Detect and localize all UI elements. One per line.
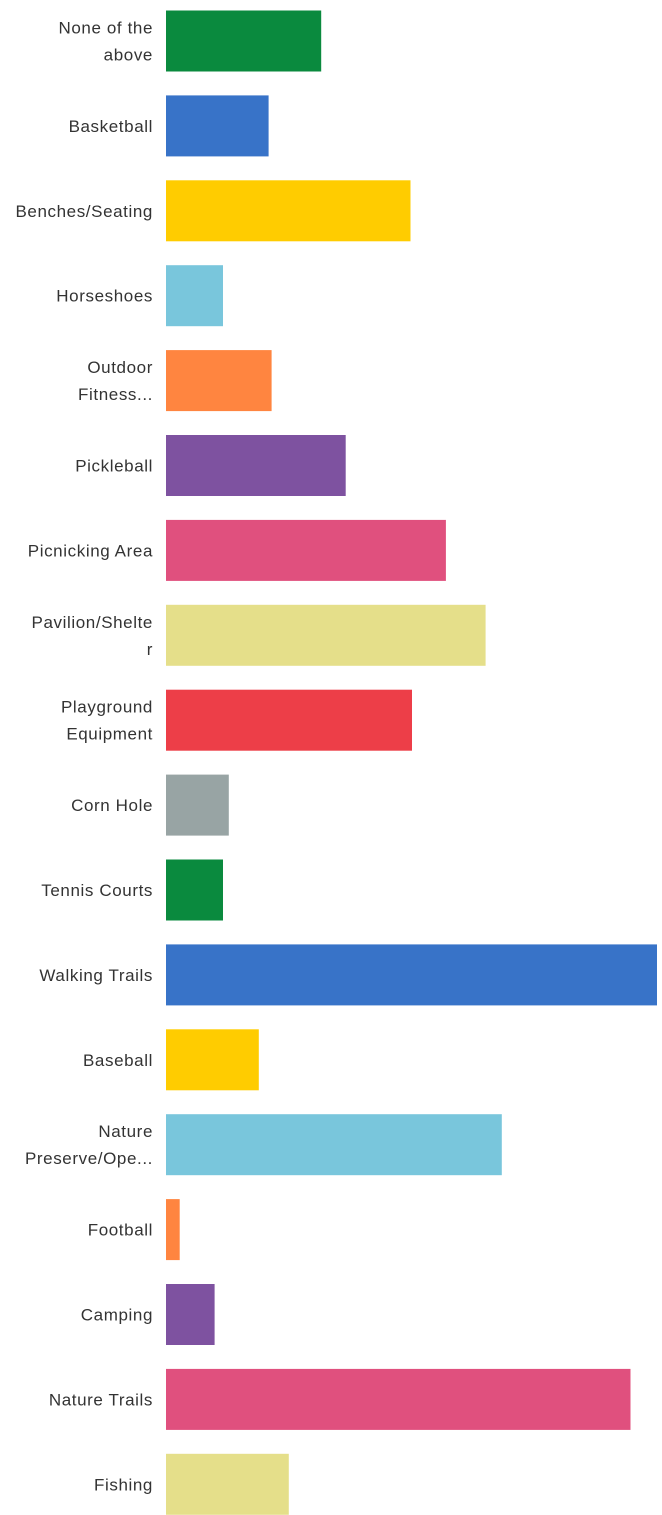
bar <box>166 265 223 327</box>
category-label-line: Horseshoes <box>56 287 153 306</box>
category-label-line: Fishing <box>94 1475 153 1494</box>
category-label-line: Nature Trails <box>49 1390 153 1409</box>
category-label: Camping <box>81 1306 153 1325</box>
category-label: Tennis Courts <box>41 881 153 900</box>
category-label-line: Playground <box>61 698 153 717</box>
bar <box>166 180 411 242</box>
category-label: Corn Hole <box>71 796 153 815</box>
category-label: Fishing <box>94 1475 153 1494</box>
bar <box>166 435 346 496</box>
bar <box>166 1114 502 1176</box>
category-label-line: r <box>147 640 153 659</box>
category-label-line: Nature <box>98 1122 153 1141</box>
bar <box>166 604 486 666</box>
category-label: Horseshoes <box>56 287 153 306</box>
category-label-line: Picnicking Area <box>28 541 153 560</box>
category-label: Football <box>88 1221 153 1240</box>
category-label-line: Baseball <box>83 1051 153 1070</box>
bar <box>166 944 657 1006</box>
category-label-line: Benches/Seating <box>15 202 153 221</box>
bar <box>166 1029 259 1091</box>
bar <box>166 10 322 72</box>
category-label: Basketball <box>69 117 153 136</box>
category-label: Nature Trails <box>49 1390 153 1409</box>
category-label-line: Camping <box>81 1306 153 1325</box>
category-label-line: None of the <box>59 19 154 38</box>
category-label-line: Walking Trails <box>39 966 153 985</box>
category-label-line: Outdoor <box>87 358 153 377</box>
bar <box>166 1368 631 1430</box>
category-label: Picnicking Area <box>28 541 153 560</box>
category-label-line: Pickleball <box>75 457 153 476</box>
bar <box>166 1284 215 1345</box>
bar <box>166 774 229 836</box>
category-label: Baseball <box>83 1051 153 1070</box>
bar <box>166 1199 180 1261</box>
category-label: Outdoor Fitness... <box>78 358 153 404</box>
bar <box>166 350 272 412</box>
category-label-line: Tennis Courts <box>41 881 153 900</box>
category-label-line: Fitness... <box>78 385 153 404</box>
category-label: None of the above <box>59 19 154 65</box>
bar <box>166 689 412 751</box>
bar <box>166 1453 289 1515</box>
category-label: Playground Equipment <box>61 698 153 744</box>
category-label-line: Basketball <box>69 117 153 136</box>
bar <box>166 95 269 157</box>
category-label: Nature Preserve/Ope... <box>25 1122 153 1168</box>
category-label-line: Equipment <box>66 725 153 744</box>
bar <box>166 859 223 921</box>
category-label-line: Corn Hole <box>71 796 153 815</box>
category-label: Pavilion/Shelte r <box>32 613 153 659</box>
category-label: Benches/Seating <box>15 202 153 221</box>
bar <box>166 519 446 581</box>
category-label: Walking Trails <box>39 966 153 985</box>
category-label-line: Pavilion/Shelte <box>32 613 153 632</box>
category-label: Pickleball <box>75 457 153 476</box>
category-label-line: Football <box>88 1221 153 1240</box>
category-label-line: above <box>104 46 153 65</box>
category-label-line: Preserve/Ope... <box>25 1149 153 1168</box>
